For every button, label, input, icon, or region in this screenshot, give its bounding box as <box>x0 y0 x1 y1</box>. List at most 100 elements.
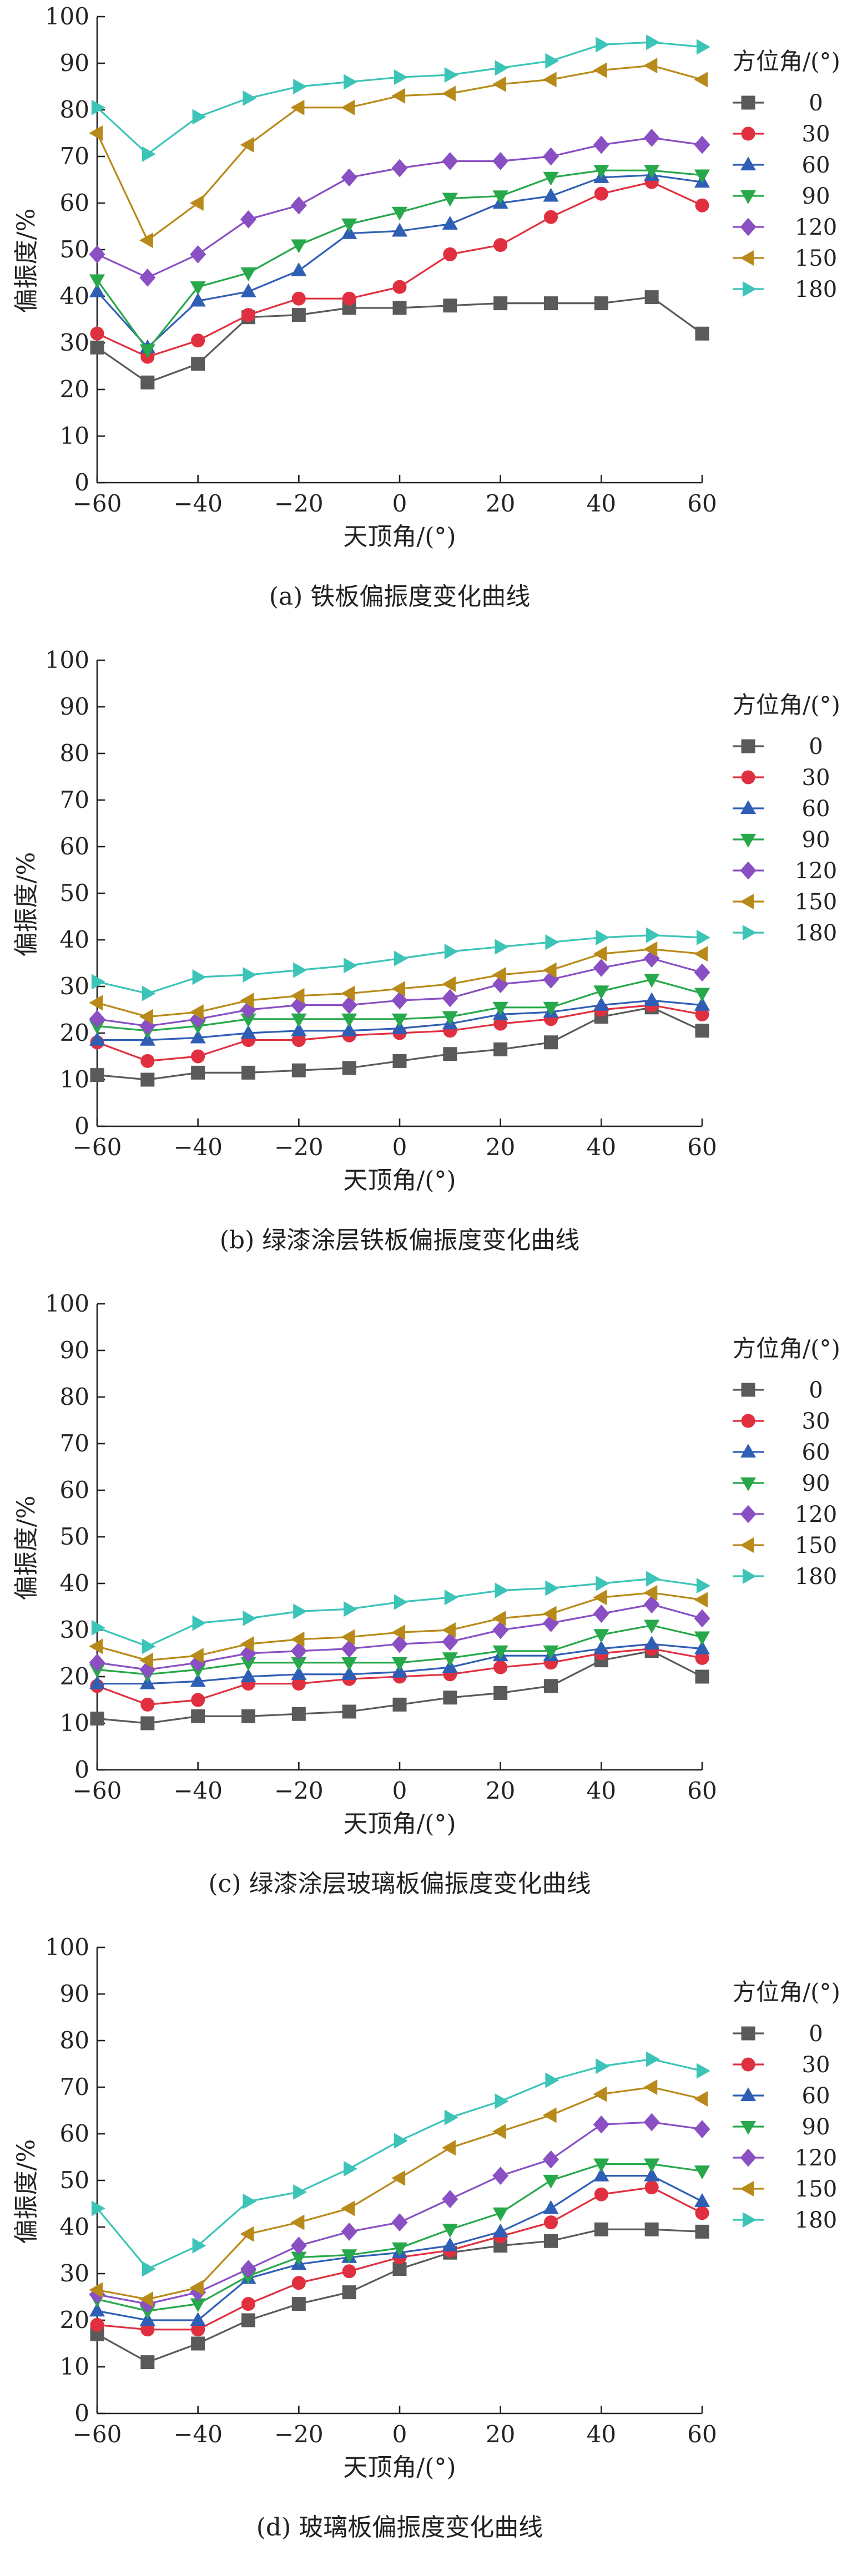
data-point <box>89 1031 105 1046</box>
legend-label: 0 <box>809 90 823 116</box>
data-point <box>89 1010 105 1029</box>
data-point <box>644 2167 660 2182</box>
y-tick-label: 90 <box>60 1980 89 2007</box>
data-point <box>341 1666 357 1680</box>
data-point <box>442 2140 456 2156</box>
data-point <box>190 1029 206 1044</box>
data-point <box>442 2237 458 2251</box>
x-tick-label: 40 <box>587 490 616 517</box>
data-point <box>140 1716 155 1730</box>
x-tick-label: 0 <box>392 2421 407 2448</box>
data-point <box>392 301 407 315</box>
data-point <box>241 1065 255 1080</box>
data-point <box>341 168 357 187</box>
data-point <box>544 1679 558 1693</box>
data-point <box>391 206 408 221</box>
data-point <box>543 188 559 202</box>
y-axis-title: 偏振度/% <box>12 1496 41 1601</box>
data-point <box>341 1013 357 1028</box>
data-point <box>344 958 357 974</box>
data-point <box>89 995 103 1011</box>
data-point <box>492 152 509 170</box>
series-180 <box>91 2051 710 2277</box>
data-point <box>442 2190 458 2208</box>
data-point <box>190 1673 206 1687</box>
y-tick-label: 80 <box>60 1383 89 1410</box>
data-point <box>90 2317 104 2332</box>
series-line-90 <box>97 2163 703 2312</box>
x-axis-title: 天顶角/(°) <box>343 2453 456 2482</box>
data-point <box>90 340 104 355</box>
data-point <box>192 1615 206 1631</box>
data-point <box>495 60 509 76</box>
legend-label: 180 <box>795 277 837 302</box>
data-point <box>593 62 607 78</box>
data-point <box>544 2215 558 2230</box>
data-point <box>593 2115 609 2134</box>
data-point <box>391 991 408 1010</box>
data-point <box>542 962 557 978</box>
y-tick-label: 0 <box>74 1112 89 1140</box>
data-point <box>191 1693 205 1707</box>
data-point <box>293 1603 307 1620</box>
data-point <box>643 1595 660 1614</box>
x-tick-label: 0 <box>392 1133 407 1161</box>
data-point <box>342 2285 356 2300</box>
data-point <box>142 2261 156 2277</box>
data-point <box>89 2302 105 2317</box>
legend-marker <box>742 281 757 297</box>
y-tick-label: 70 <box>60 786 89 813</box>
data-point <box>694 2193 710 2207</box>
y-tick-label: 40 <box>60 926 89 953</box>
data-point <box>341 218 357 232</box>
data-point <box>290 99 305 115</box>
data-point <box>392 1697 407 1712</box>
legend-marker <box>740 156 757 171</box>
data-point <box>442 1652 458 1667</box>
legend-label: 120 <box>795 1502 837 1527</box>
data-point <box>646 1571 660 1587</box>
data-point <box>694 169 710 184</box>
data-point <box>444 67 458 83</box>
data-point <box>392 1054 407 1068</box>
data-point <box>694 1609 710 1628</box>
x-tick-label: 20 <box>486 490 515 517</box>
data-point <box>291 291 306 306</box>
chart-svg: 0 10 20 30 40 50 60 70 80 90 100 −60 −40 −20 0 20 40 60 天顶… <box>12 1934 840 2542</box>
data-point <box>443 298 457 313</box>
y-tick-label: 90 <box>60 49 89 77</box>
y-tick-label: 20 <box>60 1019 89 1046</box>
data-point <box>492 76 506 92</box>
legend-marker <box>742 1568 757 1585</box>
data-point <box>696 39 710 55</box>
series-30 <box>90 175 709 364</box>
x-tick-label: −40 <box>173 490 223 517</box>
data-point <box>344 74 357 90</box>
series-120 <box>89 129 710 287</box>
y-tick-label: 70 <box>60 143 89 170</box>
data-point <box>593 2167 609 2182</box>
legend-marker <box>741 739 755 753</box>
x-tick-label: −40 <box>173 2421 223 2448</box>
data-point <box>442 215 458 230</box>
y-tick-label: 10 <box>60 1066 89 1093</box>
x-tick-label: −20 <box>274 2421 324 2448</box>
data-point <box>341 2249 357 2264</box>
data-point <box>391 981 406 997</box>
data-point <box>694 963 710 982</box>
data-point <box>391 88 406 104</box>
data-point <box>644 290 659 305</box>
legend-marker <box>741 2026 755 2041</box>
legend-label: 60 <box>802 1440 830 1465</box>
data-point <box>189 2280 204 2296</box>
data-point <box>391 2242 408 2256</box>
data-point <box>593 985 609 1000</box>
data-point <box>191 2336 205 2351</box>
legend-marker <box>740 217 757 236</box>
legend: 方位角/(°) 0 30 60 90 120 150 180 <box>733 691 840 946</box>
y-tick-label: 0 <box>74 469 89 496</box>
y-axis-title: 偏振度/% <box>12 2139 41 2244</box>
data-point <box>90 1068 104 1082</box>
data-point <box>240 210 256 229</box>
data-point <box>542 2107 557 2123</box>
